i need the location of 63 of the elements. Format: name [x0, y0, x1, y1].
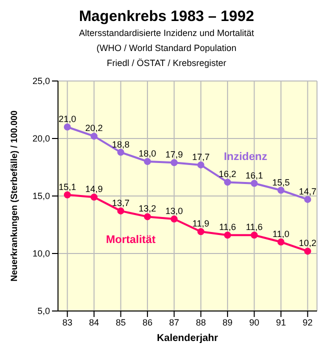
point — [304, 248, 312, 255]
data-label: 11,6 — [246, 222, 263, 232]
y-tick-label: 15,0 — [32, 191, 50, 202]
point — [117, 148, 124, 156]
point — [277, 186, 284, 194]
point — [197, 161, 204, 168]
point — [224, 178, 232, 186]
data-label: 21,0 — [58, 114, 76, 124]
x-tick-label: 90 — [249, 317, 260, 328]
data-label: 15,5 — [272, 177, 290, 188]
point — [144, 158, 151, 165]
point — [250, 232, 258, 239]
data-label: 15,1 — [58, 182, 76, 192]
point — [90, 132, 98, 140]
y-tick-label: 5,0 — [37, 306, 50, 316]
data-label: 13,2 — [138, 204, 156, 214]
point — [304, 196, 312, 203]
x-tick-label: 84 — [89, 317, 100, 328]
data-label: 11,9 — [192, 218, 210, 229]
series-label: Inzidenz — [224, 151, 268, 164]
point — [64, 191, 71, 198]
data-label: 17,7 — [192, 152, 210, 162]
point — [250, 180, 258, 187]
data-label: 14,7 — [298, 186, 316, 196]
point — [90, 194, 98, 201]
x-tick-label: 83 — [62, 317, 72, 328]
point — [170, 159, 178, 166]
x-tick-label: 89 — [222, 317, 233, 328]
y-tick-label: 20,0 — [32, 134, 50, 144]
data-label: 11,0 — [272, 229, 290, 239]
text: (WHO / World Standard Population — [96, 43, 238, 53]
text: Friedl / ÖSTAT / Krebsregister — [106, 58, 228, 68]
x-axis-title: Kalenderjahr — [156, 333, 218, 344]
data-label: 13,0 — [165, 206, 183, 216]
chart-subtitle: Altersstandardisierte Inzidenz und Mortalität — [78, 28, 256, 38]
series-label: Mortalität — [106, 234, 156, 246]
data-label: 18,0 — [138, 148, 156, 158]
data-label: 10,2 — [298, 238, 316, 248]
x-tick-label: 92 — [302, 317, 313, 328]
y-tick-label: 25,0 — [32, 76, 50, 86]
point — [117, 207, 124, 214]
data-label: 14,9 — [85, 184, 103, 194]
data-label: 16,1 — [245, 170, 264, 180]
x-tick-label: 87 — [169, 317, 180, 328]
point — [170, 216, 178, 222]
point — [277, 238, 284, 246]
x-tick-label: 88 — [196, 317, 206, 328]
point — [64, 124, 71, 130]
x-tick-label: 86 — [142, 317, 152, 328]
point — [144, 213, 151, 220]
data-label: 18,8 — [112, 139, 130, 150]
y-axis-title: Neuerkrankungen (Sterbefälle) / 100.000 — [9, 110, 20, 282]
data-label: 16,2 — [218, 169, 236, 180]
point — [224, 232, 232, 239]
y-tick-label: 10,0 — [32, 248, 50, 259]
x-tick-label: 91 — [276, 317, 286, 328]
data-label: 20,2 — [85, 123, 103, 134]
x-tick-label: 85 — [116, 317, 126, 328]
point — [197, 228, 204, 236]
data-label: 11,6 — [219, 222, 236, 232]
data-label: 13,7 — [112, 198, 130, 208]
chart-title: Magenkrebs 1983 – 1992 — [78, 8, 256, 25]
data-label: 17,9 — [165, 150, 183, 160]
